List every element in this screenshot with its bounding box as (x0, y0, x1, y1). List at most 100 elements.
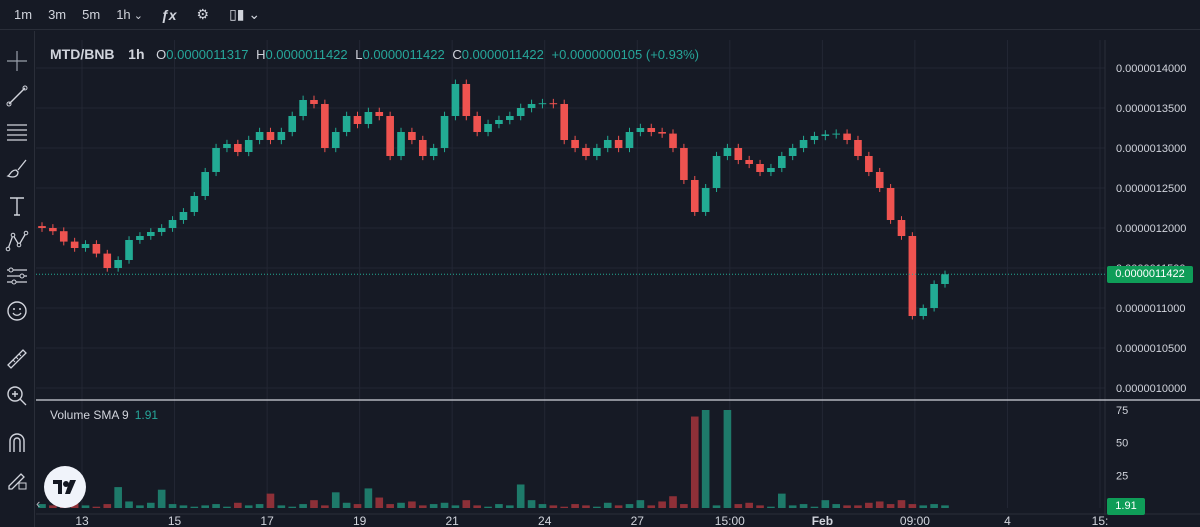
crosshair-icon[interactable] (0, 46, 34, 76)
magnet-icon[interactable] (0, 428, 34, 458)
candle-body (571, 140, 579, 148)
candle-body (114, 260, 122, 268)
collapse-arrow-icon[interactable]: ‹ (36, 496, 41, 511)
volume-bar (712, 505, 721, 508)
candle-body (125, 240, 133, 260)
candlestick-type-icon[interactable]: ▯▮ ⌄ (229, 6, 261, 22)
volume-bar (353, 504, 362, 508)
candle-body (734, 148, 743, 160)
volume-bar (538, 504, 547, 508)
price-axis-tick: 0.0000011000 (1116, 303, 1186, 315)
lock-draw-icon[interactable] (0, 465, 34, 495)
candle-body (625, 132, 634, 148)
price-axis-tick: 0.0000010500 (1116, 343, 1186, 355)
candle-body (614, 140, 623, 148)
timeframe-5m[interactable]: 5m (82, 7, 101, 22)
candle-body (538, 103, 547, 105)
candle-body (59, 231, 68, 242)
candle-body (364, 112, 373, 124)
candle-body (908, 236, 917, 316)
candle-body (821, 134, 830, 136)
timeframe-3m[interactable]: 3m (48, 7, 67, 22)
ruler-icon[interactable] (0, 344, 34, 374)
volume-bar (408, 501, 416, 508)
volume-axis-tick: 25 (1116, 470, 1128, 482)
candle-body (92, 244, 101, 254)
volume-bar (201, 505, 210, 508)
candle-body (451, 84, 460, 116)
volume-bar (38, 504, 46, 508)
candle-body (549, 103, 558, 105)
fx-indicators-icon[interactable]: ƒx (160, 6, 177, 23)
candle-body (690, 180, 699, 212)
measure-icon[interactable] (0, 261, 34, 291)
volume-bar (756, 505, 764, 508)
volume-bar (255, 504, 264, 508)
volume-bar (582, 505, 590, 508)
volume-bar (875, 501, 884, 508)
timeframe-1m[interactable]: 1m (14, 7, 33, 22)
candle-body (462, 84, 471, 116)
volume-bar (593, 506, 601, 508)
candle-body (777, 156, 786, 168)
low-label: L (355, 47, 363, 62)
volume-bar (658, 501, 666, 508)
price-axis-tick: 0.0000012000 (1116, 223, 1186, 235)
zoom-in-icon[interactable] (0, 381, 34, 411)
volume-bar (157, 489, 166, 508)
candle-body (386, 116, 394, 156)
timeframe-1h[interactable]: 1h (108, 7, 151, 22)
volume-bar (919, 505, 928, 508)
trendline-icon[interactable] (0, 81, 34, 111)
fib-retracement-icon[interactable] (0, 116, 34, 146)
tradingview-logo-icon[interactable] (44, 466, 86, 508)
volume-bar (799, 504, 808, 508)
candle-body (712, 156, 721, 188)
candle-body (397, 132, 405, 156)
volume-bar (516, 484, 525, 508)
candle-body (168, 220, 177, 228)
candle-body (136, 236, 144, 240)
volume-bar (266, 493, 275, 508)
time-axis-tick: 15:00 (715, 514, 745, 527)
candle-body (310, 100, 318, 104)
settings-gear-icon[interactable]: ⚙ (196, 6, 210, 22)
candle-body (146, 232, 155, 236)
ohlc-legend: MTD/BNB 1h O0.0000011317 H0.0000011422 L… (50, 46, 699, 62)
candle-body (331, 132, 340, 148)
candle-body (506, 116, 514, 120)
volume-bar (397, 502, 405, 508)
volume-bar (168, 504, 177, 508)
brush-icon[interactable] (0, 153, 34, 183)
close-label: C (452, 47, 462, 62)
volume-bar (299, 504, 307, 508)
volume-bar (527, 500, 536, 508)
candle-body (38, 226, 46, 228)
volume-indicator-name[interactable]: Volume SMA 9 (50, 408, 129, 422)
open-label: O (156, 47, 167, 62)
symbol-label[interactable]: MTD/BNB (50, 46, 115, 62)
volume-bar (288, 506, 297, 508)
volume-axis-tick: 75 (1116, 405, 1128, 417)
candle-body (636, 128, 645, 132)
volume-bar (930, 504, 938, 508)
volume-bar (429, 504, 438, 508)
time-axis-tick: 21 (446, 514, 460, 527)
price-axis-tick: 0.0000013500 (1116, 103, 1186, 115)
pattern-icon[interactable] (0, 226, 34, 256)
volume-bar (647, 505, 656, 508)
volume-bar (843, 505, 851, 508)
candle-body (234, 144, 242, 152)
volume-value-tag: 1.91 (1107, 498, 1145, 515)
candle-body (930, 284, 938, 308)
emoji-icon[interactable] (0, 296, 34, 326)
candle-body (854, 140, 862, 156)
price-axis-tick: 0.0000010000 (1116, 383, 1186, 395)
close-value: 0.0000011422 (461, 47, 544, 62)
text-icon[interactable] (0, 191, 34, 221)
volume-bar (777, 493, 786, 508)
price-axis-tick: 0.0000014000 (1116, 63, 1186, 75)
candle-body (886, 188, 895, 220)
last-price-tag: 0.0000011422 (1107, 266, 1193, 283)
